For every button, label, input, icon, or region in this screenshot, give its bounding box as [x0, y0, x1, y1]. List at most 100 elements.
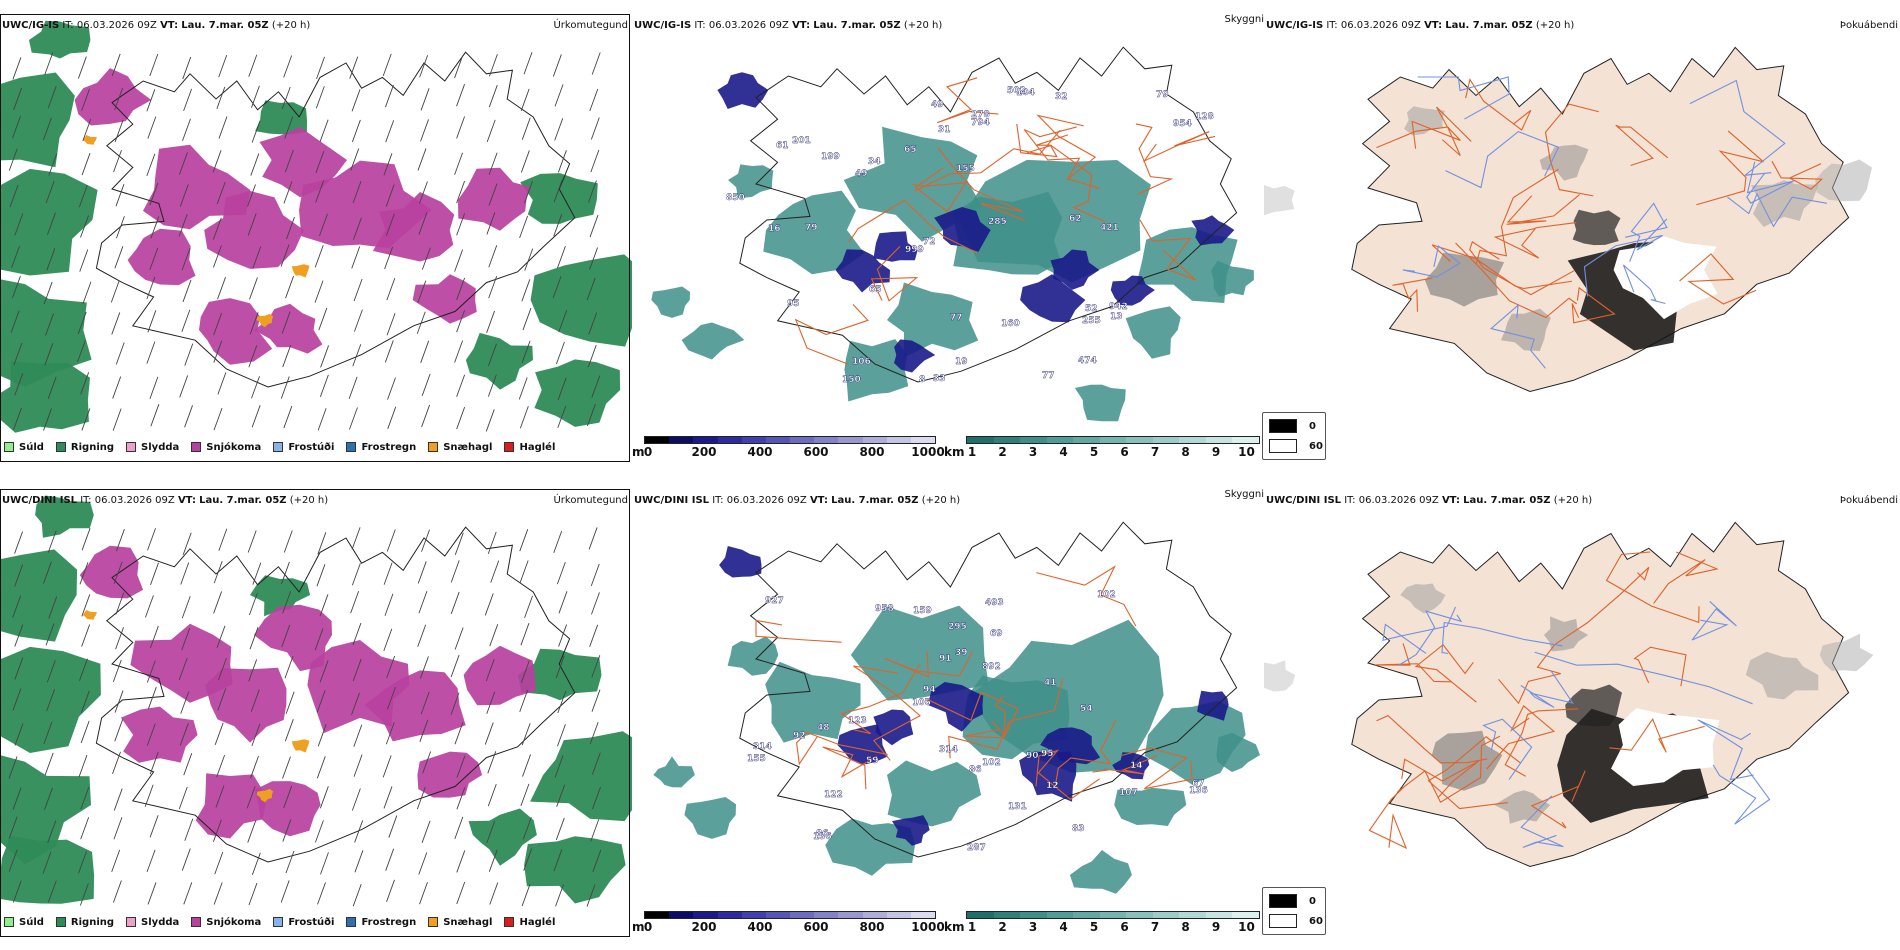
wind-barb-icon — [79, 249, 89, 272]
cloud-base-value: 79 — [1156, 90, 1169, 100]
road-line — [1605, 551, 1700, 624]
wind-barb-icon — [385, 84, 394, 108]
wind-barb-icon — [280, 880, 290, 903]
cb-tick: 800 — [859, 445, 885, 459]
weather-area — [873, 709, 914, 746]
wind-barb-icon — [212, 819, 222, 842]
wind-barb-icon — [351, 563, 361, 586]
weather-area — [681, 322, 745, 360]
wind-barb-icon — [454, 249, 464, 272]
wind-barb-icon — [181, 596, 191, 619]
weather-area — [825, 818, 915, 876]
legend-label: Rigning — [70, 441, 115, 453]
wind-barb-icon — [386, 313, 396, 336]
wind-barb-icon — [590, 149, 600, 173]
weather-area — [1211, 260, 1254, 297]
road-line — [1506, 194, 1580, 225]
cloud-base-value: 102 — [982, 758, 1001, 768]
cloud-base-value: 59 — [866, 756, 879, 766]
wind-barb-icon — [487, 531, 497, 555]
road-line — [1771, 160, 1824, 190]
wind-barb-icon — [146, 276, 156, 300]
wind-barb-icon — [520, 783, 530, 807]
fog-swatch-60 — [1269, 439, 1297, 453]
wind-barb-icon — [352, 217, 362, 240]
legend-label: Snæhagl — [443, 441, 493, 453]
wind-barb-icon — [145, 595, 154, 618]
wind-barb-icon — [588, 312, 598, 335]
cb-tick: 400 — [747, 920, 773, 934]
wind-barb-icon — [450, 692, 460, 715]
legend-item: Frostregn — [346, 917, 416, 928]
weather-area — [728, 164, 774, 199]
road-line — [1036, 565, 1137, 627]
init-label: IT: — [62, 20, 74, 31]
wind-barb-icon — [150, 562, 159, 585]
road-line — [1504, 708, 1579, 777]
road-line — [1746, 161, 1795, 204]
road-line — [794, 304, 869, 365]
weather-area — [524, 836, 626, 904]
wind-barb-icon — [180, 691, 190, 714]
legend-label: Slydda — [141, 916, 180, 928]
wind-barb-icon — [218, 528, 228, 551]
wind-barb-icon — [43, 721, 53, 745]
wind-barb-icon — [284, 149, 294, 173]
wind-barb-icon — [554, 84, 564, 107]
cloud-base-value: 150 — [842, 375, 861, 385]
wind-barb-icon — [315, 150, 325, 174]
cloud-base-value: 159 — [913, 606, 932, 616]
wind-barb-icon — [487, 374, 497, 397]
weather-area — [0, 279, 92, 387]
wind-barb-icon — [77, 339, 86, 363]
weather-area — [0, 168, 98, 276]
wind-barb-icon — [317, 882, 326, 905]
road-line — [1615, 124, 1669, 166]
road-line — [1493, 222, 1577, 259]
cloud-base-value: 160 — [1001, 319, 1020, 329]
wind-barb-icon — [282, 756, 291, 779]
wind-barb-icon — [14, 624, 24, 647]
road-line — [1469, 241, 1575, 296]
wind-barb-icon — [81, 88, 91, 111]
road-line — [924, 691, 1019, 737]
legend-label: Súld — [19, 441, 44, 453]
wind-barb-icon — [386, 277, 396, 301]
legend-label: Snjókoma — [206, 916, 262, 928]
wind-barb-icon — [77, 311, 87, 335]
cloud-base-value: 314 — [753, 742, 772, 752]
road-line — [1023, 126, 1081, 181]
wind-barb-icon — [214, 852, 224, 875]
init-time: 06.03.2026 09Z — [1358, 495, 1439, 506]
wind-barb-icon — [450, 560, 460, 583]
wind-barb-icon — [384, 593, 394, 616]
road-line — [839, 664, 921, 735]
wind-barb-icon — [81, 528, 91, 551]
weather-area — [887, 282, 979, 358]
legend-item: Rigning — [55, 917, 114, 928]
wind-barb-icon — [149, 625, 159, 649]
road-line — [1397, 735, 1501, 803]
cloud-base-value: 91 — [939, 654, 952, 664]
cloud-base-value: 94 — [923, 685, 936, 695]
legend-item: Súld — [4, 442, 44, 453]
model-name: UWC/IG-IS — [634, 20, 692, 31]
road-line — [1414, 643, 1477, 703]
road-line — [1633, 646, 1687, 687]
init-label: IT: — [80, 495, 92, 506]
model-name: UWC/DINI ISL — [1266, 495, 1342, 506]
fog-label-0: 0 — [1309, 895, 1316, 907]
cb-tick: 4 — [1059, 445, 1068, 459]
panel-title: UWC/IG-IS IT: 06.03.2026 09Z VT: Lau. 7.… — [1266, 20, 1574, 31]
road-line — [1376, 715, 1488, 764]
cloud-base-value: 14 — [1130, 761, 1143, 771]
wind-barb-icon — [184, 343, 194, 366]
wind-barb-icon — [450, 654, 460, 678]
road-line — [884, 651, 973, 678]
wind-barb-icon — [557, 150, 567, 173]
wind-barb-icon — [182, 118, 191, 141]
wind-barb-icon — [387, 377, 396, 400]
wind-barb-icon — [421, 373, 431, 397]
wind-barb-icon — [352, 622, 362, 646]
wind-barb-icon — [315, 180, 325, 203]
